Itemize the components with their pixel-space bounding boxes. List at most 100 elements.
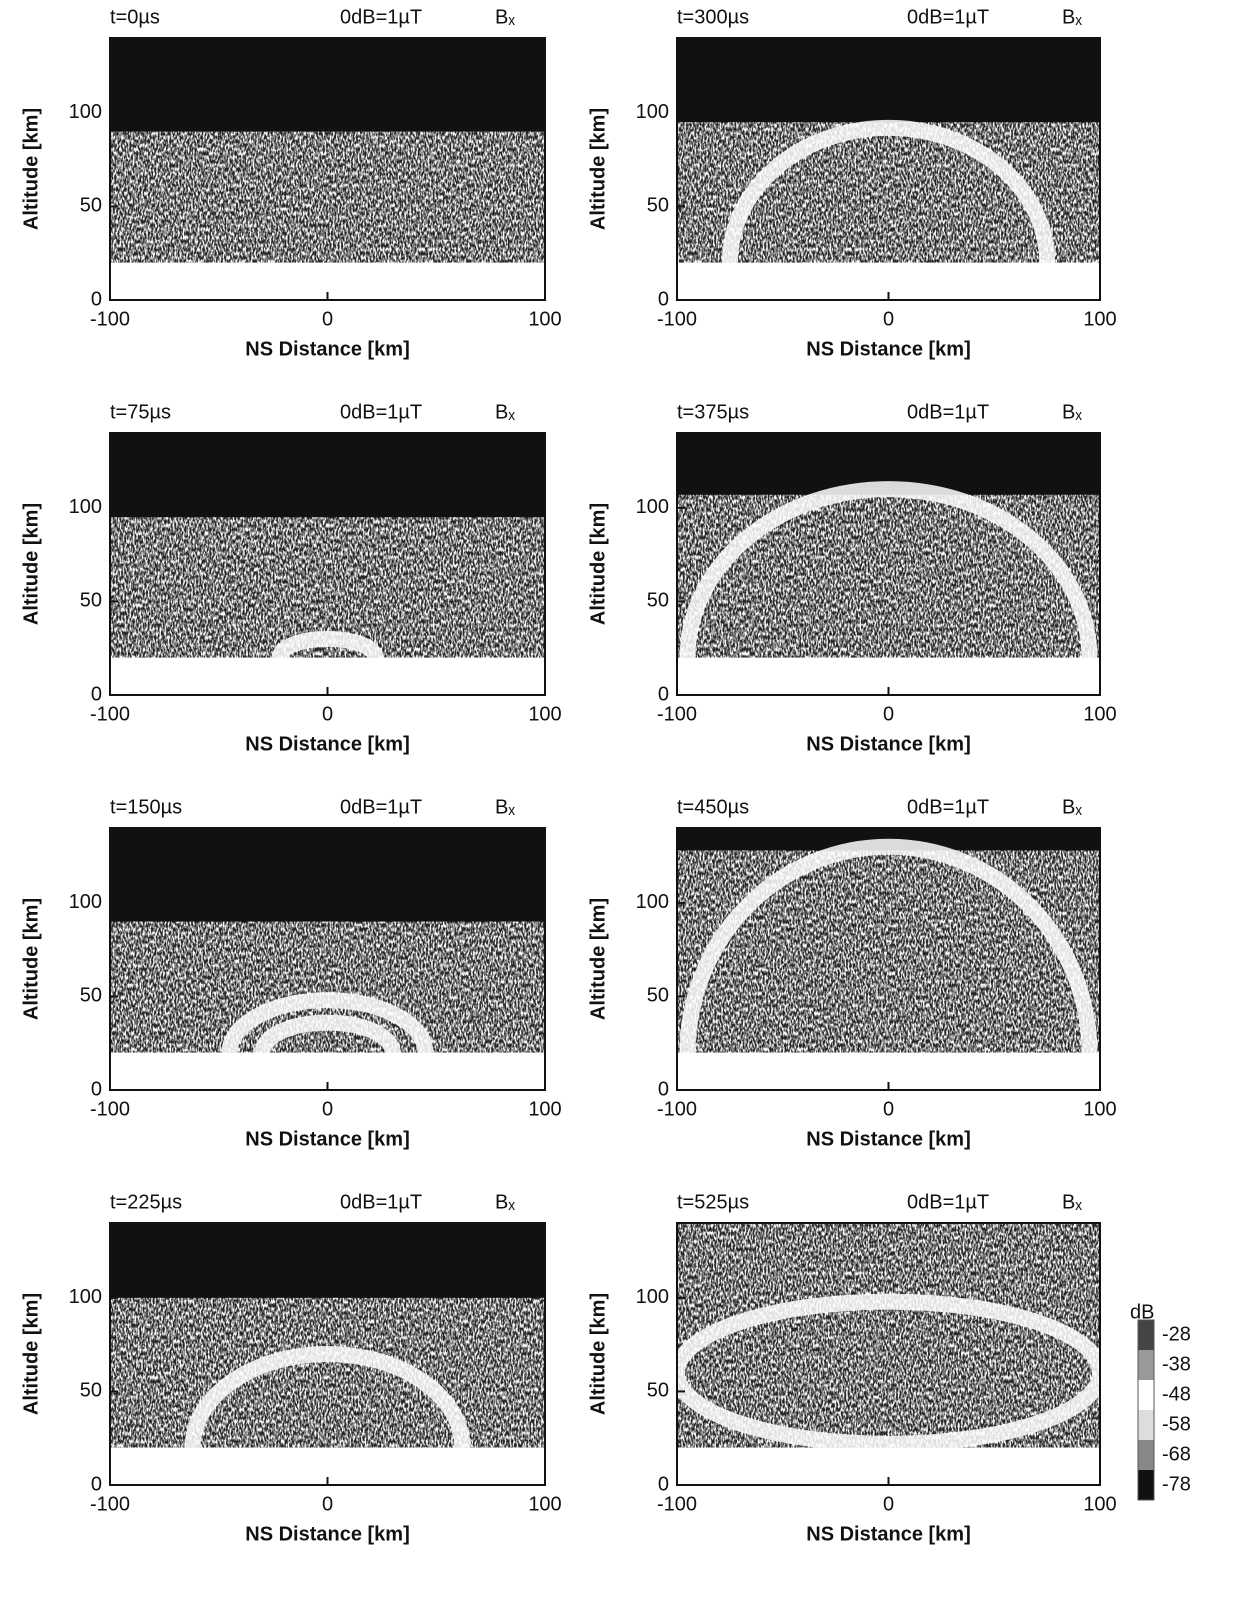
field-noise [677,1223,1100,1448]
reference-level: 0dB=1µT [340,796,422,818]
y-tick-label: 100 [636,891,669,913]
panel-title: t=300µs [677,6,749,28]
reference-level: 0dB=1µT [907,6,989,28]
field-dark [677,38,1100,123]
colorbar-label: dB [1130,1301,1154,1323]
y-tick-label: 50 [80,590,102,612]
y-axis-label: Altitude [km] [587,1293,609,1415]
field-component: Bₓ [1062,1191,1082,1213]
x-tick-label: -100 [657,1493,697,1515]
y-tick-label: 100 [69,101,102,123]
x-tick-label: -100 [657,703,697,725]
field-dark [110,828,545,922]
field-noise [677,828,1100,1053]
field-component: Bₓ [495,796,515,818]
wavefront [679,481,1098,658]
y-tick-label: 50 [647,1380,669,1402]
reference-level: 0dB=1µT [340,1191,422,1213]
x-tick-label: 100 [1083,1493,1116,1515]
colorbar-cell [1138,1410,1154,1440]
colorbar-tick-label: -48 [1162,1383,1191,1405]
panel-title: t=450µs [677,796,749,818]
y-tick-label: 0 [658,288,669,310]
x-tick-label: -100 [90,703,130,725]
x-tick-label: -100 [90,1493,130,1515]
reference-level: 0dB=1µT [340,6,422,28]
x-axis-label: NS Distance [km] [806,1523,971,1545]
x-tick-label: 100 [528,1493,561,1515]
y-tick-label: 0 [658,1078,669,1100]
x-tick-label: 0 [883,1098,894,1120]
y-tick-label: 0 [658,683,669,705]
x-tick-label: 0 [883,308,894,330]
x-tick-label: 100 [1083,1098,1116,1120]
y-tick-label: 100 [636,1286,669,1308]
panel-title: t=150µs [110,796,182,818]
y-tick-label: 50 [647,985,669,1007]
colorbar-tick-label: -78 [1162,1473,1191,1495]
field-dark [110,433,545,518]
y-tick-label: 50 [80,1380,102,1402]
colorbar-cell [1138,1470,1154,1500]
field-dark [110,1223,545,1298]
y-axis-label: Altitude [km] [20,503,42,625]
y-axis-label: Altitude [km] [20,1293,42,1415]
y-axis-label: Altitude [km] [587,898,609,1020]
y-tick-label: 0 [91,683,102,705]
y-tick-label: 100 [636,101,669,123]
x-tick-label: -100 [90,1098,130,1120]
x-axis-label: NS Distance [km] [245,338,410,360]
wavefront [184,1346,471,1448]
panel-title: t=75µs [110,401,171,423]
y-axis-label: Altitude [km] [587,503,609,625]
field-component: Bₓ [1062,796,1082,818]
wavefront [679,838,1098,1053]
x-axis-label: NS Distance [km] [245,733,410,755]
colorbar-cell [1138,1440,1154,1470]
x-tick-label: 100 [1083,308,1116,330]
reference-level: 0dB=1µT [907,401,989,423]
field-component: Bₓ [495,1191,515,1213]
reference-level: 0dB=1µT [907,796,989,818]
x-tick-label: 100 [528,308,561,330]
x-tick-label: 100 [1083,703,1116,725]
colorbar-cell [1138,1350,1154,1380]
x-axis-label: NS Distance [km] [806,1128,971,1150]
y-tick-label: 0 [91,1078,102,1100]
wavefront [271,630,384,658]
x-axis-label: NS Distance [km] [245,1523,410,1545]
y-axis-label: Altitude [km] [20,108,42,230]
y-tick-label: 50 [80,985,102,1007]
y-tick-label: 0 [91,1473,102,1495]
field-component: Bₓ [495,6,515,28]
panel-title: t=225µs [110,1191,182,1213]
x-tick-label: -100 [657,308,697,330]
x-tick-label: -100 [90,308,130,330]
field-component: Bₓ [1062,6,1082,28]
y-tick-label: 100 [69,891,102,913]
reference-level: 0dB=1µT [340,401,422,423]
colorbar-tick-label: -58 [1162,1413,1191,1435]
y-tick-label: 50 [80,195,102,217]
colorbar-tick-label: -28 [1162,1323,1191,1345]
x-tick-label: 0 [883,1493,894,1515]
x-tick-label: 0 [322,308,333,330]
wavefront [254,1014,401,1053]
wavefront [221,992,434,1053]
x-tick-label: 100 [528,1098,561,1120]
x-axis-label: NS Distance [km] [806,338,971,360]
panel-title: t=375µs [677,401,749,423]
colorbar-cell [1138,1380,1154,1410]
y-tick-label: 100 [636,496,669,518]
y-axis-label: Altitude [km] [587,108,609,230]
panel-title: t=0µs [110,6,160,28]
x-tick-label: 0 [883,703,894,725]
x-tick-label: 100 [528,703,561,725]
